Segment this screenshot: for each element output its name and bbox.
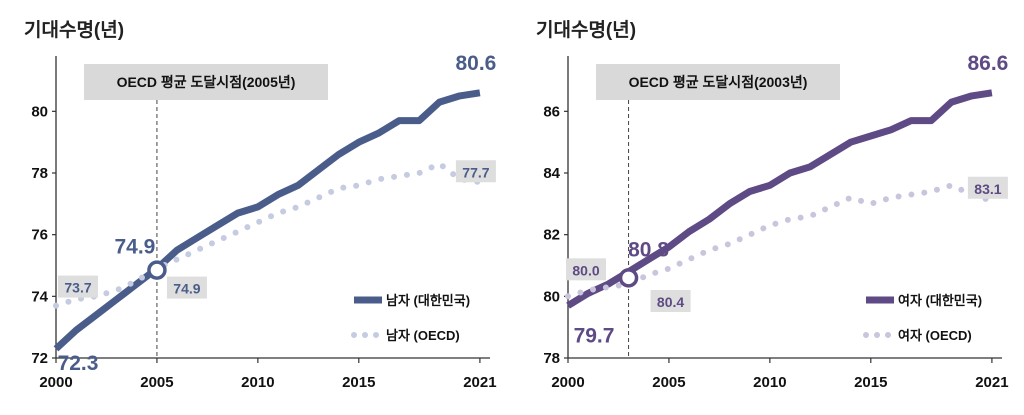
data-label: 80.8	[628, 239, 669, 262]
x-tick-label: 2010	[753, 374, 786, 391]
data-label: 73.7	[64, 280, 91, 296]
data-label-box	[58, 275, 98, 298]
series-line-korea	[566, 89, 993, 309]
data-label-box	[455, 160, 496, 183]
y-tick-label: 86	[543, 103, 560, 120]
x-tick-label: 2005	[140, 374, 173, 391]
male-life-expectancy-chart: 기대수명(년) 72 74 76 78 80 2000 2005 2010 2015 2021 OEC…	[24, 19, 497, 391]
data-label: 77.7	[462, 164, 489, 180]
y-tick-label: 78	[543, 350, 560, 367]
data-label-box	[967, 176, 1008, 199]
y-axis-label: 기대수명(년)	[536, 19, 636, 41]
legend-label-korea: 남자 (대한민국)	[386, 293, 470, 308]
data-label-box	[166, 276, 207, 299]
y-tick-label: 84	[543, 165, 560, 182]
data-label: 80.6	[455, 52, 496, 75]
annotation-text: OECD 평균 도달시점(2003년)	[629, 74, 808, 90]
y-tick-label: 74	[31, 288, 48, 305]
x-tick-label: 2010	[241, 374, 274, 391]
data-label: 72.3	[58, 352, 99, 375]
data-label: 74.9	[114, 236, 155, 259]
x-tick-label: 2021	[975, 374, 1008, 391]
annotation-box	[84, 64, 328, 100]
series-line-oecd	[53, 160, 483, 309]
y-tick-label: 76	[31, 227, 48, 244]
data-label: 83.1	[974, 181, 1001, 197]
y-tick-label: 80	[31, 103, 48, 120]
series-line-korea	[53, 89, 481, 352]
x-tick-label: 2015	[342, 374, 375, 391]
x-tick-label: 2015	[854, 374, 887, 391]
female-life-expectancy-chart: 기대수명(년) 78 80 82 84 86 2000 2005 2010 2015 2021 OEC…	[536, 19, 1009, 391]
x-tick-label: 2000	[551, 374, 584, 391]
data-label: 80.4	[657, 294, 684, 310]
y-tick-label: 82	[543, 227, 560, 244]
data-label: 80.0	[572, 262, 599, 278]
legend-label-korea: 여자 (대한민국)	[898, 293, 982, 308]
y-tick-label: 78	[31, 165, 48, 182]
data-label: 79.7	[574, 325, 615, 348]
x-tick-label: 2005	[652, 374, 685, 391]
crossing-point-marker	[147, 260, 167, 280]
legend-label-oecd: 남자 (OECD)	[386, 328, 460, 343]
crossing-point-marker	[618, 268, 639, 288]
data-label: 74.9	[173, 281, 200, 297]
legend-label-oecd: 여자 (OECD)	[898, 328, 972, 343]
data-label-box	[566, 258, 606, 281]
data-label-box	[650, 290, 691, 312]
x-tick-label: 2021	[463, 374, 496, 391]
x-tick-label: 2000	[39, 374, 72, 391]
data-label: 86.6	[967, 52, 1008, 75]
y-tick-label: 80	[543, 288, 560, 305]
annotation-box	[596, 64, 840, 100]
annotation-text: OECD 평균 도달시점(2005년)	[117, 74, 296, 90]
y-tick-label: 72	[31, 350, 48, 367]
y-axis-label: 기대수명(년)	[24, 19, 124, 41]
